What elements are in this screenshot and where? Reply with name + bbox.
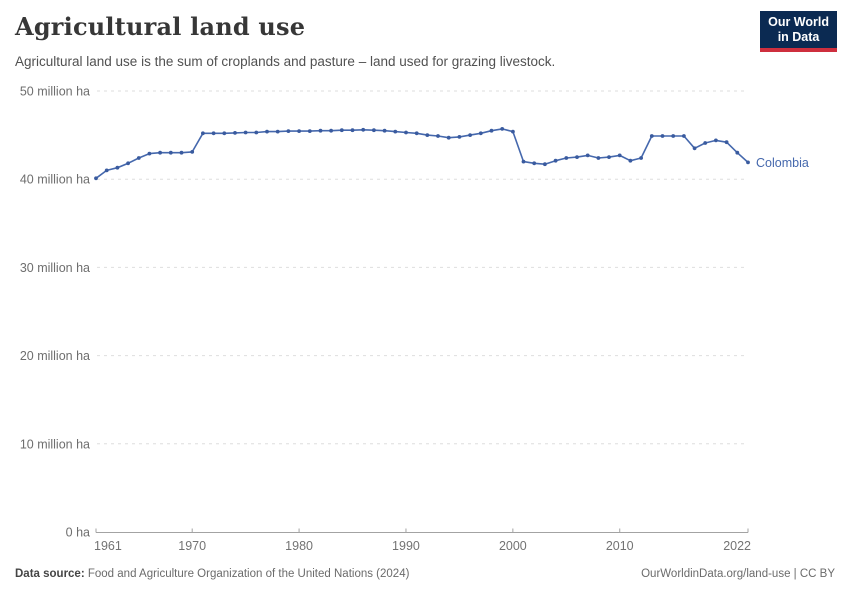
data-point[interactable] xyxy=(511,129,515,134)
data-point[interactable] xyxy=(446,135,451,140)
data-point[interactable] xyxy=(564,156,569,160)
data-point[interactable] xyxy=(553,158,558,163)
data-point[interactable] xyxy=(297,129,301,134)
x-axis-tick-label: 1970 xyxy=(178,539,206,553)
data-point[interactable] xyxy=(201,131,205,136)
entity-label: Colombia xyxy=(756,156,809,170)
data-point[interactable] xyxy=(585,153,590,158)
owid-logo-line2: in Data xyxy=(777,30,820,44)
data-point[interactable] xyxy=(414,131,419,136)
data-source-label: Data source: xyxy=(15,568,85,580)
data-point[interactable] xyxy=(746,160,750,165)
data-point[interactable] xyxy=(468,133,472,138)
data-point[interactable] xyxy=(307,129,312,134)
data-point[interactable] xyxy=(243,130,248,135)
data-point[interactable] xyxy=(179,150,184,155)
y-axis-tick-label: 30 million ha xyxy=(20,261,90,275)
owid-logo[interactable]: Our World in Data xyxy=(760,11,837,52)
data-point[interactable] xyxy=(671,134,676,138)
x-axis-tick-label: 2010 xyxy=(606,539,634,553)
x-axis-tick-label: 1980 xyxy=(285,539,313,553)
data-point[interactable] xyxy=(190,150,195,154)
x-axis-tick-label: 2000 xyxy=(499,539,527,553)
data-point[interactable] xyxy=(361,127,366,132)
data-point[interactable] xyxy=(94,176,98,181)
data-point[interactable] xyxy=(350,128,355,133)
data-point[interactable] xyxy=(521,159,526,164)
data-point[interactable] xyxy=(393,129,398,134)
data-source-note: Data source: Food and Agriculture Organi… xyxy=(15,568,409,580)
data-point[interactable] xyxy=(478,131,483,136)
data-point[interactable] xyxy=(639,156,643,160)
data-point[interactable] xyxy=(404,130,408,135)
data-point[interactable] xyxy=(607,155,611,160)
owid-url-license-link[interactable]: OurWorldinData.org/land-use | CC BY xyxy=(641,568,835,580)
data-point[interactable] xyxy=(489,128,494,133)
data-point[interactable] xyxy=(660,134,665,138)
data-point[interactable] xyxy=(382,128,387,133)
data-point[interactable] xyxy=(457,135,462,139)
x-axis-tick-label: 1990 xyxy=(392,539,420,553)
data-point[interactable] xyxy=(329,128,333,133)
data-point[interactable] xyxy=(318,128,323,133)
y-axis-tick-label: 0 ha xyxy=(66,526,90,540)
data-source-text: Food and Agriculture Organization of the… xyxy=(84,568,410,580)
data-point[interactable] xyxy=(286,129,291,134)
data-point[interactable] xyxy=(714,138,718,143)
page-title: Agricultural land use xyxy=(15,12,306,41)
data-point[interactable] xyxy=(211,131,216,136)
data-point[interactable] xyxy=(254,130,259,135)
owid-logo-line1: Our World xyxy=(768,15,829,29)
x-axis-tick-label: 2022 xyxy=(723,539,751,553)
data-point[interactable] xyxy=(628,158,633,163)
data-point[interactable] xyxy=(115,165,120,170)
data-point[interactable] xyxy=(425,133,430,138)
y-axis-tick-label: 10 million ha xyxy=(20,437,90,451)
data-point[interactable] xyxy=(126,161,130,166)
data-point[interactable] xyxy=(500,126,505,131)
data-point[interactable] xyxy=(265,129,269,134)
data-point[interactable] xyxy=(104,168,109,173)
data-point[interactable] xyxy=(735,150,740,155)
data-point[interactable] xyxy=(158,150,163,155)
data-point[interactable] xyxy=(575,155,579,160)
y-axis-tick-label: 50 million ha xyxy=(20,85,90,99)
data-point[interactable] xyxy=(617,153,622,158)
chart-subtitle: Agricultural land use is the sum of crop… xyxy=(15,54,556,69)
data-point[interactable] xyxy=(649,134,654,138)
data-point[interactable] xyxy=(436,134,440,138)
data-point[interactable] xyxy=(233,131,237,135)
y-axis-tick-label: 40 million ha xyxy=(20,173,90,187)
data-point[interactable] xyxy=(682,134,686,138)
data-point[interactable] xyxy=(136,156,141,160)
data-point[interactable] xyxy=(147,151,152,156)
data-point[interactable] xyxy=(543,162,547,167)
data-point[interactable] xyxy=(222,131,227,136)
data-point[interactable] xyxy=(372,128,376,133)
data-point[interactable] xyxy=(275,129,280,134)
data-point[interactable] xyxy=(724,140,729,145)
y-axis-tick-label: 20 million ha xyxy=(20,349,90,363)
data-point[interactable] xyxy=(703,141,708,145)
data-point[interactable] xyxy=(339,128,344,133)
data-point[interactable] xyxy=(532,161,537,166)
data-point[interactable] xyxy=(692,146,697,151)
data-point[interactable] xyxy=(168,150,173,155)
x-axis-tick-label: 1961 xyxy=(94,539,122,553)
data-point[interactable] xyxy=(596,156,601,160)
